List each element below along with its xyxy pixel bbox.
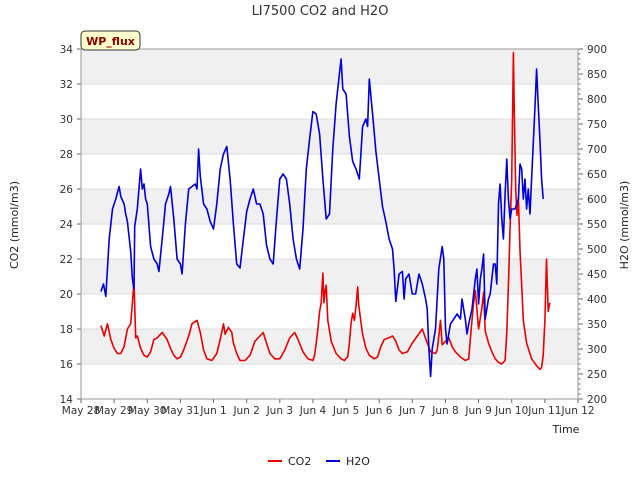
y-right-tick-label: 850 bbox=[587, 69, 607, 81]
grid-band bbox=[81, 49, 578, 84]
y-right-tick-label: 600 bbox=[587, 194, 607, 206]
axes: 14 16 18 20 22 24 26 28 30 32 34 200 250 300 350 400 450… bbox=[60, 44, 607, 417]
y-left-tick-label: 22 bbox=[60, 254, 73, 266]
y-left-tick-label: 20 bbox=[60, 289, 73, 301]
legend: CO2 H2O bbox=[268, 455, 370, 468]
y-left-tick-label: 18 bbox=[60, 324, 73, 336]
y-left-tick-label: 14 bbox=[60, 394, 74, 406]
plot-frame bbox=[80, 48, 579, 400]
grid-band bbox=[81, 154, 578, 189]
y-left-tick-label: 32 bbox=[60, 79, 73, 91]
y-left-tick-label: 16 bbox=[60, 359, 74, 371]
y-left-tick-label: 34 bbox=[60, 44, 74, 56]
x-tick-label: May 28 bbox=[62, 405, 100, 417]
grid-band bbox=[81, 119, 578, 154]
y-left-tick-label: 28 bbox=[60, 149, 73, 161]
wp-flux-badge: WP_flux bbox=[80, 30, 141, 51]
x-tick-label: Jun 12 bbox=[560, 405, 594, 417]
x-tick-label: Jun 9 bbox=[464, 405, 491, 417]
y-right-tick-label: 350 bbox=[587, 319, 607, 331]
y-right-tick-label: 400 bbox=[587, 294, 607, 306]
y-right-tick-label: 700 bbox=[587, 144, 607, 156]
x-tick-label: Jun 6 bbox=[365, 405, 393, 417]
x-axis-label: Time bbox=[552, 423, 580, 436]
x-tick-label: Jun 7 bbox=[398, 405, 425, 417]
y-right-tick-label: 250 bbox=[587, 369, 607, 381]
y-right-tick-label: 200 bbox=[587, 394, 607, 406]
x-tick-label: Jun 8 bbox=[431, 405, 458, 417]
x-tick-label: May 29 bbox=[95, 405, 133, 417]
grid-band bbox=[81, 294, 578, 329]
x-tick-label: May 31 bbox=[161, 405, 199, 417]
x-tick-label: Jun 2 bbox=[232, 405, 259, 417]
y-left-tick-label: 30 bbox=[60, 114, 73, 126]
x-tick-label: Jun 3 bbox=[266, 405, 293, 417]
x-tick-label: May 30 bbox=[128, 405, 166, 417]
plot-area bbox=[100, 51, 551, 378]
y-left-tick-label: 24 bbox=[60, 219, 74, 231]
grid-band bbox=[81, 84, 578, 119]
badge-label: WP_flux bbox=[86, 35, 135, 48]
y-right-tick-label: 450 bbox=[587, 269, 607, 281]
y-right-tick-label: 550 bbox=[587, 219, 607, 231]
x-tick-label: Jun 11 bbox=[527, 405, 561, 417]
series-line-h2o bbox=[100, 58, 544, 378]
x-tick-label: Jun 10 bbox=[494, 405, 528, 417]
y-left-tick-label: 26 bbox=[60, 184, 74, 196]
x-tick-label: Jun 5 bbox=[332, 405, 359, 417]
y-right-tick-label: 300 bbox=[587, 344, 607, 356]
y-right-tick-label: 800 bbox=[587, 94, 607, 106]
y-axis-left-label: CO2 (mmol/m3) bbox=[8, 181, 21, 269]
x-tick-label: Jun 1 bbox=[199, 405, 226, 417]
legend-h2o-label: H2O bbox=[346, 455, 370, 468]
grid-band bbox=[81, 259, 578, 294]
y-right-tick-label: 500 bbox=[587, 244, 607, 256]
chart-title: LI7500 CO2 and H2O bbox=[252, 4, 389, 19]
x-tick-label: Jun 4 bbox=[299, 405, 327, 417]
series-line-co2 bbox=[100, 51, 551, 371]
y-right-tick-label: 650 bbox=[587, 169, 607, 181]
grid-band bbox=[81, 364, 578, 399]
y-axis-right-label: H2O (mmol/m3) bbox=[618, 181, 631, 270]
legend-co2-label: CO2 bbox=[288, 455, 311, 468]
y-right-tick-label: 900 bbox=[587, 44, 607, 56]
badge-box bbox=[80, 30, 141, 51]
y-right-tick-label: 750 bbox=[587, 119, 607, 131]
